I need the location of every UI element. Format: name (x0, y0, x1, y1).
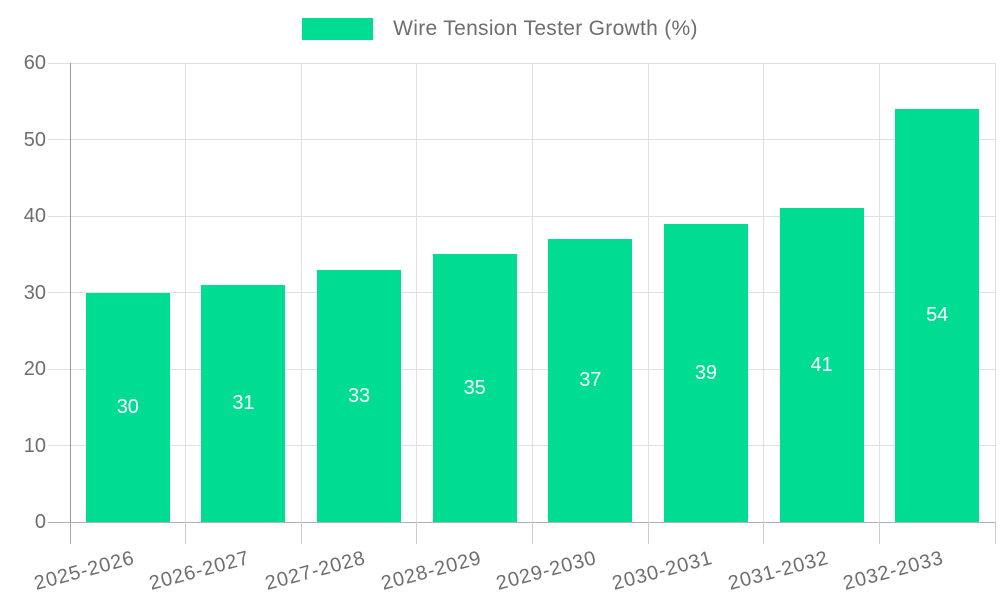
y-axis-line (69, 63, 71, 522)
bar[interactable]: 37 (548, 238, 633, 522)
bar-value-label: 37 (579, 369, 602, 392)
v-gridline (416, 63, 418, 522)
bar-value-label: 35 (463, 377, 486, 400)
bar-value-label: 41 (810, 354, 833, 377)
y-axis-tick-label: 50 (23, 128, 46, 151)
legend-label: Wire Tension Tester Growth (%) (393, 17, 698, 40)
v-gridline (532, 63, 533, 522)
bar-value-label: 31 (232, 392, 255, 415)
x-axis-tick (763, 522, 765, 544)
x-axis-tick (69, 522, 71, 544)
bar[interactable]: 39 (663, 223, 748, 522)
y-axis-tick-label: 60 (23, 52, 46, 74)
legend-swatch (302, 18, 374, 40)
y-axis-tick-label: 40 (23, 205, 46, 227)
y-axis-tick-label: 10 (23, 434, 46, 457)
bar[interactable]: 31 (201, 284, 286, 522)
h-gridline (48, 215, 995, 217)
bar-value-label: 39 (694, 361, 718, 384)
x-axis-tick (416, 522, 418, 544)
v-gridline (878, 63, 880, 522)
v-gridline (994, 63, 996, 522)
v-gridline (647, 63, 649, 522)
y-axis-tick-label: 30 (23, 281, 46, 304)
bar-value-label: 30 (116, 396, 139, 419)
x-axis-tick (532, 522, 533, 544)
v-gridline (185, 63, 187, 522)
v-gridline (763, 63, 765, 522)
bar[interactable]: 41 (779, 208, 864, 522)
bar[interactable]: 33 (317, 269, 402, 522)
y-axis-tick-label: 20 (23, 358, 46, 380)
x-axis-tick (994, 522, 996, 544)
x-axis-tick (185, 522, 187, 544)
v-gridline (300, 63, 302, 522)
legend[interactable]: Wire Tension Tester Growth (%) (0, 17, 1000, 41)
h-gridline (48, 445, 995, 446)
h-gridline (48, 139, 995, 140)
x-axis-tick (647, 522, 649, 544)
x-axis-tick (300, 522, 302, 544)
h-gridline (48, 292, 995, 293)
bar[interactable]: 54 (895, 108, 980, 522)
bar[interactable]: 30 (85, 292, 170, 522)
plot-area: 30 31 33 35 37 39 41 54 (48, 62, 996, 544)
bar-value-label: 33 (347, 384, 371, 407)
x-axis-zero-line (48, 521, 995, 523)
bar-value-label: 54 (926, 304, 949, 327)
x-axis-tick (878, 522, 880, 544)
h-gridline (48, 62, 995, 64)
bar[interactable]: 35 (432, 254, 517, 522)
h-gridline (48, 368, 995, 370)
y-axis-tick-label: 0 (34, 511, 46, 533)
